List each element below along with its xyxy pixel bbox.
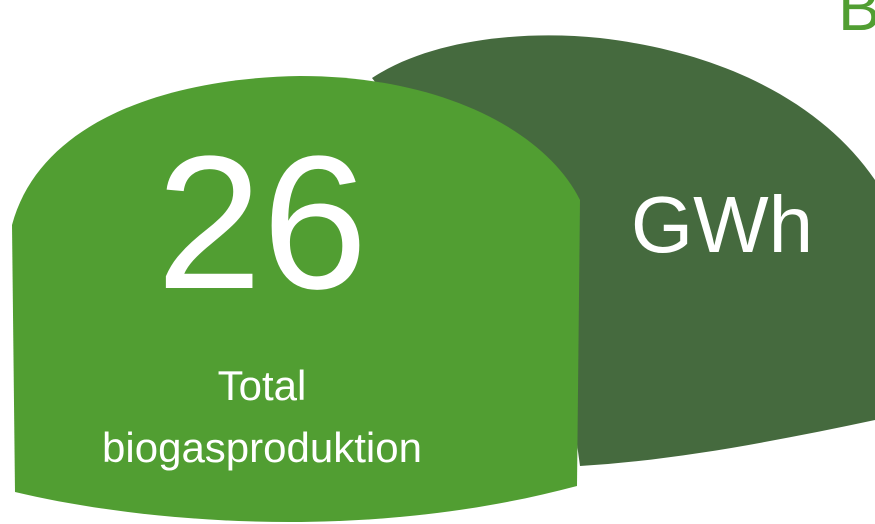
- corner-letter: B: [838, 0, 875, 44]
- label-line: Total: [218, 362, 307, 409]
- light-dome: [12, 76, 580, 522]
- unit: GWh: [631, 180, 813, 269]
- big-number: 26: [156, 117, 367, 329]
- label-line: biogasproduktion: [102, 424, 422, 471]
